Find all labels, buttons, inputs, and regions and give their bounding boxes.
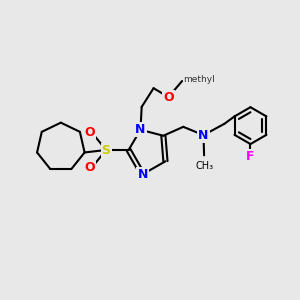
Text: O: O	[85, 126, 95, 139]
Text: methyl: methyl	[184, 75, 215, 84]
Text: O: O	[163, 91, 174, 103]
Text: N: N	[135, 123, 146, 136]
Text: N: N	[137, 168, 148, 181]
Text: F: F	[246, 150, 255, 163]
Text: N: N	[198, 129, 209, 142]
Text: CH₃: CH₃	[196, 161, 214, 171]
Text: O: O	[85, 161, 95, 174]
Text: S: S	[101, 143, 110, 157]
